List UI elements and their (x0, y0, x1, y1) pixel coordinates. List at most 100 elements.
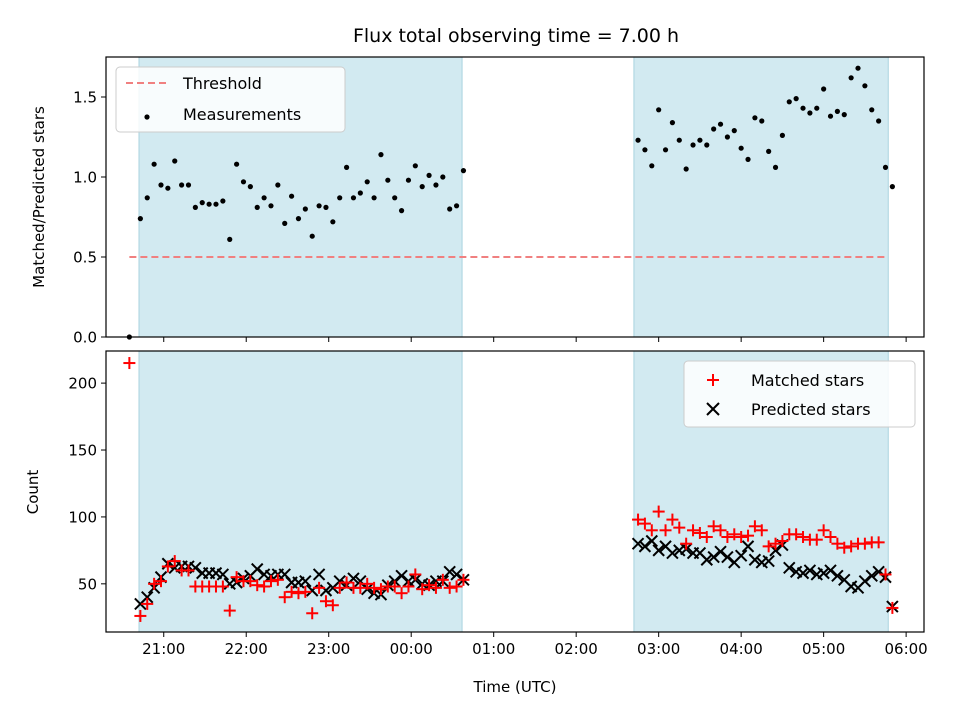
measurement-point (862, 83, 868, 89)
predicted-star-point (443, 565, 456, 578)
y-tick-label: 50 (78, 575, 97, 593)
matched-star-point (423, 579, 436, 592)
matched-star-point (450, 580, 463, 593)
matched-star-point (223, 604, 236, 617)
measurement-point (165, 185, 171, 191)
measurement-point (779, 132, 785, 138)
matched-star-point (388, 580, 401, 593)
measurement-point (323, 204, 329, 210)
measurement-point (330, 219, 336, 225)
observing-window-span (138, 350, 463, 633)
measurement-point (635, 137, 641, 143)
predicted-star-point (312, 568, 326, 581)
matched-star-point (216, 580, 229, 593)
measurement-point (192, 204, 198, 210)
matched-star-point (154, 575, 167, 588)
matched-star-point (810, 533, 823, 546)
matched-star-point (797, 530, 810, 543)
measurement-point (158, 182, 164, 188)
measurement-point (752, 115, 758, 121)
y-tick-label: 200 (68, 375, 97, 393)
matched-star-point (762, 540, 775, 553)
matched-star-point (652, 505, 665, 518)
measurement-point (669, 120, 676, 126)
x-tick-label: 01:00 (472, 640, 515, 658)
predicted-star-point (450, 568, 463, 581)
measurement-point (151, 161, 157, 167)
measurement-point (772, 164, 779, 170)
measurement-point (206, 201, 212, 207)
matched-star-point (313, 581, 326, 594)
matched-star-point (443, 581, 456, 594)
matched-star-point (161, 560, 174, 573)
y-tick-label: 100 (68, 508, 97, 526)
matched-star-point (271, 573, 284, 586)
matched-star-point (824, 530, 837, 543)
predicted-star-point (748, 553, 762, 566)
y-tick-label: 1.0 (73, 169, 97, 187)
matched-star-point (845, 540, 858, 553)
measurement-point (724, 134, 731, 140)
measurement-point (827, 113, 834, 119)
predicted-star-point (831, 569, 844, 583)
measurement-point (453, 203, 460, 209)
y-tick-label: 1.5 (73, 89, 97, 107)
predicted-star-point (638, 540, 652, 553)
matched-star-point (700, 530, 713, 543)
predicted-star-point (631, 537, 645, 550)
predicted-star-point (824, 564, 837, 577)
matched-star-point (721, 530, 734, 543)
matched-star-point (436, 573, 449, 586)
measurement-point (786, 99, 792, 105)
matched-star-point (319, 595, 332, 608)
y-tick-label: 150 (68, 442, 97, 460)
matched-star-point (374, 583, 387, 596)
threshold-legend-label: Threshold (182, 74, 262, 93)
matched-star-point (714, 524, 727, 537)
measurement-point (855, 65, 861, 71)
ratio-ylabel: Matched/Predicted stars (30, 106, 48, 288)
matched-star-point (340, 576, 353, 589)
matched-star-point (230, 571, 243, 584)
matched-star-point (278, 591, 291, 604)
matched-star-point (872, 536, 885, 549)
matched-star-point (632, 513, 645, 526)
measurement-point (213, 201, 219, 207)
matched-star-point (858, 537, 871, 550)
measurement-point (649, 163, 655, 169)
observing-window-span (633, 56, 889, 338)
matched-star-point (292, 587, 305, 600)
matched-star-point (395, 587, 408, 600)
measurement-point (288, 193, 295, 199)
predicted-star-point (299, 574, 312, 588)
measurement-point (405, 177, 412, 183)
chart-title: Flux total observing time = 7.00 h (353, 25, 679, 47)
matched-star-point (368, 581, 381, 594)
matched-star-point (306, 607, 319, 620)
measurement-point (642, 147, 648, 153)
matched-star-point (728, 528, 741, 541)
y-tick-label: 0.0 (73, 329, 97, 347)
matched-legend-label: Matched stars (751, 371, 864, 390)
count-legend: Matched stars Predicted stars (683, 360, 916, 428)
matched-star-point (264, 575, 277, 588)
matched-star-point (790, 528, 803, 541)
measurement-point (412, 163, 418, 169)
predicted-star-point (783, 561, 796, 574)
measurement-point (357, 190, 363, 196)
measurement-point (144, 195, 150, 201)
ratio-panel-frame (105, 56, 925, 338)
y-tick-label: 0.5 (73, 249, 97, 267)
measurement-point (759, 118, 765, 124)
matched-star-point (354, 581, 367, 594)
measurement-point (371, 195, 377, 201)
matched-star-point (134, 609, 147, 622)
matched-star-point (123, 357, 136, 370)
matched-star-point (141, 597, 154, 610)
matched-star-point (299, 585, 312, 598)
measurement-point (841, 112, 847, 118)
measurement-point (234, 161, 240, 167)
predicted-star-point (865, 569, 878, 583)
measurement-point (697, 137, 703, 143)
matched-star-point (168, 555, 181, 568)
